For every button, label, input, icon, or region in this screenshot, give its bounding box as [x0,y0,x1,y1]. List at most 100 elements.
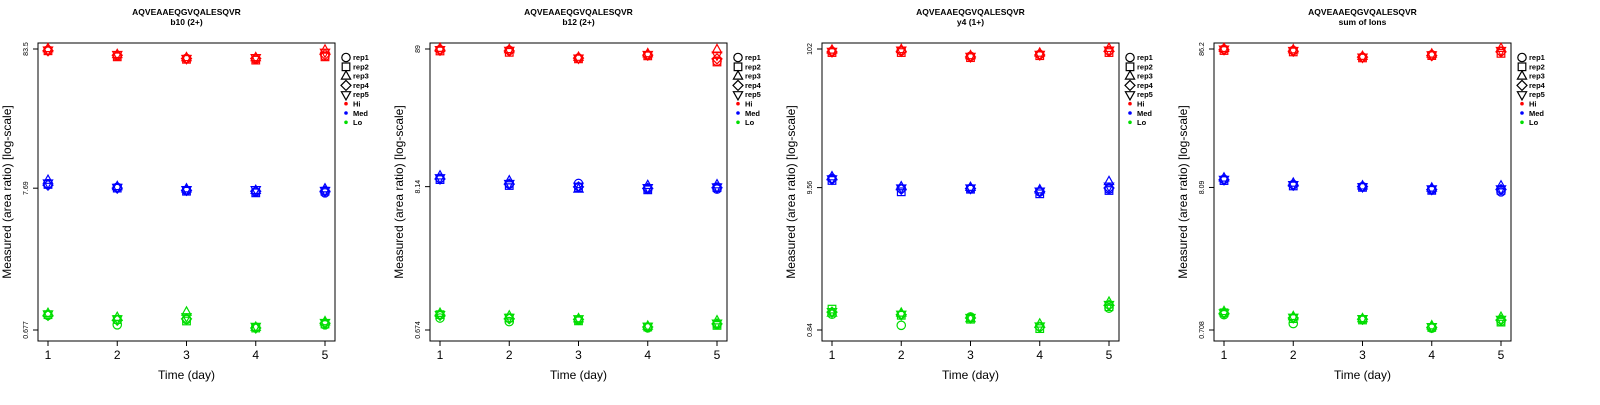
y-tick-label: 8.14 [415,180,422,194]
data-point-med-rep2 [1104,186,1114,195]
y-tick-label: 83.5 [23,42,30,56]
x-tick-label: 5 [1498,348,1505,362]
legend-marker-hi [344,101,348,106]
chart-subtitle: b10 (2+) [170,17,203,27]
legend-label-med: Med [1529,109,1544,118]
data-point-med-rep3 [1495,179,1507,190]
x-axis-label: Time (day) [158,368,215,382]
x-tick-label: 4 [252,348,259,362]
legend-label-rep1: rep1 [1529,53,1545,62]
data-point-hi-rep5 [1218,45,1230,56]
legend-marker-rep4 [1124,79,1136,92]
x-tick-label: 4 [1036,348,1043,362]
data-point-lo-rep5 [1218,309,1230,320]
data-point-hi-rep5 [434,46,446,57]
legend-label-rep3: rep3 [353,72,369,81]
data-point-lo-rep5 [1356,315,1369,326]
data-point-med-rep5 [572,182,585,193]
legend-label-rep2: rep2 [1529,62,1545,71]
legend-marker-rep2 [341,62,351,72]
chart-subtitle: b12 (2+) [562,17,595,27]
legend-label-rep4: rep4 [1529,81,1546,90]
x-tick-label: 4 [644,348,651,362]
data-point-med-rep5 [319,186,331,197]
data-point-med-rep5 [1218,175,1230,186]
data-point-lo-rep5 [572,315,585,326]
data-point-lo-rep2 [1496,317,1506,327]
legend-label-hi: Hi [1529,100,1537,109]
data-point-hi-rep5 [826,47,838,58]
legend-label-lo: Lo [353,118,363,127]
data-point-hi-rep5 [180,54,193,65]
y-tick-label: 0.84 [807,323,814,337]
data-point-lo-rep5 [964,313,977,324]
x-tick-label: 5 [322,348,329,362]
data-point-med-rep3 [1103,175,1115,186]
data-point-med-rep5 [1495,185,1507,196]
y-axis-label: Measured (area ratio) [log-scale] [0,105,14,278]
x-tick-label: 5 [714,348,721,362]
y-tick-label: 89 [415,45,422,53]
data-point-hi-rep5 [319,48,331,59]
data-point-med-rep5 [111,183,123,194]
legend-marker-hi [1520,101,1524,106]
data-point-lo-rep5 [319,318,331,329]
y-axis-label: Measured (area ratio) [log-scale] [392,105,406,278]
data-point-hi-rep5 [42,46,54,57]
legend-label-lo: Lo [1529,118,1539,127]
legend-label-rep2: rep2 [745,62,761,71]
legend-label-rep1: rep1 [745,53,761,62]
data-point-med-rep5 [642,184,654,195]
legend-label-rep4: rep4 [745,81,762,90]
data-point-med-rep5 [503,179,515,190]
data-point-med-rep5 [826,175,838,186]
legend-label-rep2: rep2 [353,62,369,71]
legend-marker-hi [736,101,740,106]
y-tick-label: 86.2 [1199,42,1206,56]
x-tick-label: 1 [437,348,444,362]
data-point-lo-rep1 [827,309,837,320]
legend-marker-rep3 [340,69,352,80]
data-point-lo-rep5 [1034,322,1046,333]
legend-marker-rep1 [341,52,351,63]
data-point-med-rep5 [1034,187,1046,198]
data-point-hi-rep5 [572,54,585,65]
data-point-hi-rep5 [1495,46,1507,57]
x-tick-label: 2 [506,348,513,362]
data-point-med-rep3 [503,174,515,185]
data-point-med-rep5 [1103,182,1115,193]
chart-title: AQVEAAEQGVQALESQVR [132,7,241,17]
legend-label-rep1: rep1 [1137,53,1153,62]
data-point-lo-rep5 [1103,300,1115,311]
x-tick-label: 5 [1106,348,1113,362]
legend-label-rep5: rep5 [1137,90,1153,99]
x-tick-label: 3 [1359,348,1366,362]
legend-label-rep2: rep2 [1137,62,1153,71]
legend-marker-rep4 [340,79,352,92]
data-point-med-rep3 [42,173,54,184]
chart-subtitle: sum of Ions [1339,17,1387,27]
legend-marker-rep1 [1125,52,1135,63]
legend-marker-rep5 [1516,91,1528,102]
data-point-lo-rep2 [182,316,191,326]
data-point-med-rep5 [250,186,262,197]
data-point-hi-rep5 [111,50,123,61]
legend-marker-med [1128,111,1132,115]
legend-label-rep4: rep4 [1137,81,1154,90]
legend-label-med: Med [745,109,760,118]
legend-label-hi: Hi [1137,100,1145,109]
legend-label-hi: Hi [353,100,361,109]
x-axis-label: Time (day) [942,368,999,382]
data-point-med-rep5 [711,183,723,194]
x-tick-label: 3 [575,348,582,362]
x-tick-label: 4 [1428,348,1435,362]
x-tick-label: 1 [45,348,52,362]
legend-label-lo: Lo [1137,118,1147,127]
legend-marker-med [1520,111,1524,115]
data-point-lo-rep5 [711,319,723,330]
x-tick-label: 1 [1221,348,1228,362]
legend-label-rep5: rep5 [745,90,761,99]
